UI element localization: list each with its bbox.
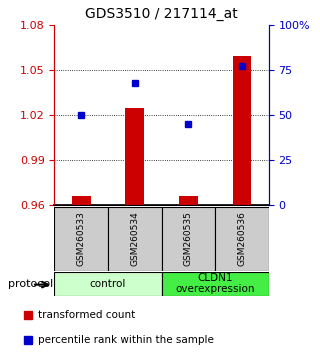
FancyBboxPatch shape — [215, 207, 269, 271]
Title: GDS3510 / 217114_at: GDS3510 / 217114_at — [85, 7, 238, 21]
Bar — [72, 196, 91, 205]
Text: GSM260533: GSM260533 — [77, 211, 86, 267]
Text: GSM260535: GSM260535 — [184, 211, 193, 267]
FancyBboxPatch shape — [54, 272, 162, 296]
Text: transformed count: transformed count — [38, 310, 135, 320]
FancyBboxPatch shape — [54, 207, 269, 271]
Text: protocol: protocol — [8, 279, 53, 289]
Bar — [179, 196, 198, 205]
Text: GSM260536: GSM260536 — [237, 211, 246, 267]
Text: GSM260534: GSM260534 — [130, 212, 139, 266]
Text: percentile rank within the sample: percentile rank within the sample — [38, 335, 213, 344]
Text: CLDN1
overexpression: CLDN1 overexpression — [175, 273, 255, 295]
Bar — [233, 56, 252, 205]
FancyBboxPatch shape — [108, 207, 162, 271]
FancyBboxPatch shape — [162, 272, 269, 296]
Text: control: control — [90, 279, 126, 289]
FancyBboxPatch shape — [162, 207, 215, 271]
FancyBboxPatch shape — [54, 207, 108, 271]
Bar — [125, 108, 144, 205]
